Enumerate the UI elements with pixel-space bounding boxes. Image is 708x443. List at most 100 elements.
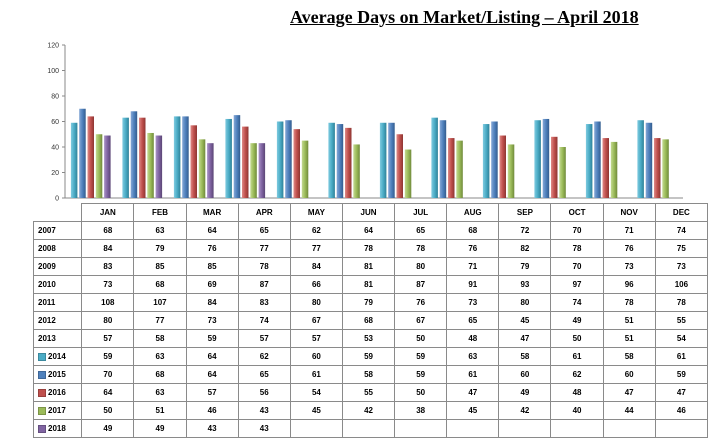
table-cell: 43 xyxy=(237,419,291,438)
table-cell: 49 xyxy=(498,383,552,402)
bar-2015-feb xyxy=(130,111,138,198)
bar-2015-jan xyxy=(79,108,86,198)
bar-2018-apr xyxy=(258,143,266,198)
y-tick-label: 20 xyxy=(51,170,59,177)
table-cell: 61 xyxy=(550,347,604,366)
table-row: 2014 59 63 64 62 60 59 59 63 58 61 58 61 xyxy=(32,347,708,366)
table-cell: 84 xyxy=(81,239,135,258)
table-cell: 87 xyxy=(237,275,291,294)
table-cell: 58 xyxy=(341,365,396,384)
table-cell: 48 xyxy=(550,383,604,402)
bar-2014-jan xyxy=(70,122,78,198)
table-cell: 63 xyxy=(446,347,500,366)
bar-2015-jul xyxy=(388,122,395,198)
bar-2016-jul xyxy=(396,134,403,198)
table-cell: 59 xyxy=(81,347,135,366)
table-cell: 55 xyxy=(654,311,708,330)
column-header: MAR xyxy=(185,203,239,222)
table-cell: 43 xyxy=(185,419,239,438)
table-cell: 47 xyxy=(446,383,500,402)
table-cell: 42 xyxy=(498,401,552,420)
y-tick-label: 80 xyxy=(51,94,59,101)
row-year-text: 2014 xyxy=(48,352,66,361)
bar-2017-jan xyxy=(95,134,103,198)
bar-2014-mar xyxy=(173,116,181,198)
table-cell: 72 xyxy=(498,221,552,240)
table-cell: 51 xyxy=(133,401,187,420)
y-tick-label: 120 xyxy=(47,43,59,50)
table-cell: 73 xyxy=(446,293,500,312)
bar-2016-apr xyxy=(242,126,249,198)
bar-2015-nov xyxy=(594,121,601,198)
table-cell: 57 xyxy=(185,383,239,402)
table-cell: 44 xyxy=(602,401,656,420)
row-year-text: 2009 xyxy=(38,262,56,271)
bar-2015-may xyxy=(285,120,292,198)
bar-2016-feb xyxy=(139,117,146,198)
table-cell: 76 xyxy=(185,239,239,258)
row-year-text: 2007 xyxy=(38,226,56,235)
table-cell: 59 xyxy=(394,347,448,366)
bar-2018-jan xyxy=(104,135,111,198)
table-cell: 62 xyxy=(289,221,343,240)
table-row: 2009 83 85 85 78 84 81 80 71 79 70 73 73 xyxy=(32,257,708,276)
row-year-text: 2012 xyxy=(38,316,56,325)
y-tick-label: 0 xyxy=(55,196,59,203)
table-cell: 84 xyxy=(185,293,239,312)
table-row: 2017 50 51 46 43 45 42 38 45 42 40 44 46 xyxy=(32,401,708,420)
table-cell: 64 xyxy=(185,365,239,384)
bar-2017-jul xyxy=(404,149,412,198)
table-corner-cell xyxy=(33,203,83,222)
row-year-label: 2011 xyxy=(32,293,83,312)
table-cell: 59 xyxy=(341,347,396,366)
table-cell: 96 xyxy=(602,275,656,294)
chart-title: Average Days on Market/Listing – April 2… xyxy=(290,7,639,27)
table-cell: 62 xyxy=(550,365,604,384)
bar-2017-dec xyxy=(662,139,669,198)
table-cell: 82 xyxy=(498,239,552,258)
bar-2014-feb xyxy=(122,117,129,198)
table-cell: 93 xyxy=(498,275,552,294)
table-cell: 78 xyxy=(550,239,604,258)
table-cell: 59 xyxy=(654,365,708,384)
table-row: 2007 68 63 64 65 62 64 65 68 72 70 71 74 xyxy=(32,221,708,240)
table-cell: 59 xyxy=(185,329,239,348)
table-cell: 59 xyxy=(394,365,448,384)
table-cell: 51 xyxy=(602,311,656,330)
bar-2018-feb xyxy=(155,135,163,198)
table-cell: 63 xyxy=(133,347,187,366)
table-row: 2011 108 107 84 83 80 79 76 73 80 74 78 78 xyxy=(32,293,708,312)
table-row: 2015 70 68 64 65 61 58 59 61 60 62 60 59 xyxy=(32,365,708,384)
table-cell: 78 xyxy=(341,239,396,258)
row-year-label: 2008 xyxy=(32,239,83,258)
table-cell: 67 xyxy=(289,311,343,330)
bar-2015-oct xyxy=(542,118,550,198)
table-cell: 67 xyxy=(394,311,448,330)
table-cell: 58 xyxy=(133,329,187,348)
table-cell: 75 xyxy=(654,239,708,258)
table-cell: 76 xyxy=(446,239,500,258)
row-year-text: 2008 xyxy=(38,244,56,253)
bar-2014-may xyxy=(276,121,284,198)
bar-2017-sep xyxy=(507,144,515,198)
table-cell: 106 xyxy=(654,275,708,294)
bar-2016-jan xyxy=(87,116,94,198)
table-cell: 83 xyxy=(81,257,135,276)
table-cell: 73 xyxy=(602,257,656,276)
bar-2014-aug xyxy=(431,117,438,198)
table-cell: 53 xyxy=(341,329,396,348)
table-cell: 77 xyxy=(133,311,187,330)
table-row: 2008 84 79 76 77 77 78 78 76 82 78 76 75 xyxy=(32,239,708,258)
table-cell: 77 xyxy=(237,239,291,258)
row-year-label: 2012 xyxy=(32,311,83,330)
y-tick-label: 40 xyxy=(51,145,59,152)
row-year-label: 2010 xyxy=(32,275,83,294)
bar-2014-oct xyxy=(534,120,541,198)
bar-2014-jul xyxy=(379,122,387,198)
table-cell: 45 xyxy=(498,311,552,330)
table-cell: 87 xyxy=(394,275,448,294)
table-cell: 80 xyxy=(394,257,448,276)
y-tick-label: 100 xyxy=(47,68,59,75)
bar-2016-aug xyxy=(448,138,455,198)
table-cell: 70 xyxy=(550,257,604,276)
